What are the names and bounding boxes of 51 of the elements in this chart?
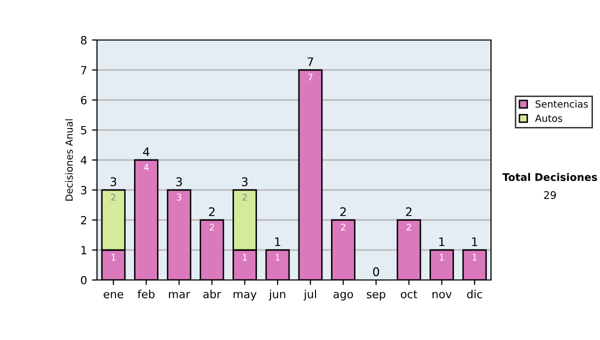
x-tick-label: abr [203, 290, 222, 298]
data-label: 2 [242, 194, 247, 200]
x-tick-label: may [234, 292, 257, 300]
total-label: 0 [373, 267, 380, 276]
total-label: 4 [143, 147, 150, 156]
total-label: 3 [176, 177, 182, 186]
y-tick-label: 6 [80, 96, 87, 104]
text: Total Decisiones [502, 172, 598, 182]
legend-label: Autos [535, 114, 562, 122]
y-tick-label: 5 [81, 126, 86, 134]
x-tick-label: dic [467, 290, 482, 298]
total-label: 3 [242, 177, 248, 186]
x-tick-label: mar [168, 292, 190, 298]
data-label: 4 [144, 164, 149, 170]
total-label: 2 [209, 207, 214, 216]
y-tick-label: 8 [80, 36, 87, 44]
data-label: 1 [112, 254, 116, 260]
x-tick-label: sep [366, 292, 386, 300]
x-tick-label: jun [268, 290, 286, 300]
y-tick-label: 4 [80, 156, 87, 164]
data-label: 7 [308, 74, 313, 80]
data-label: 2 [406, 224, 411, 230]
total-label: 3 [110, 177, 116, 186]
y-tick-label: 0 [80, 276, 87, 284]
total-label: 1 [472, 237, 478, 246]
total-label: 7 [308, 57, 314, 66]
data-label: 1 [242, 254, 247, 260]
x-tick-label: ene [104, 292, 124, 298]
total-label: 2 [340, 207, 346, 216]
total-label: 1 [439, 237, 444, 246]
x-tick-label: ago [334, 292, 353, 300]
legend-label: Sentencias [536, 100, 588, 108]
data-label: 1 [472, 254, 477, 260]
data-label: 3 [176, 194, 182, 201]
data-label: 1 [440, 254, 444, 260]
data-label: 2 [210, 224, 214, 230]
x-tick-label: jul [304, 290, 316, 300]
data-label: 1 [276, 254, 280, 260]
y-tick-label: 1 [81, 246, 86, 254]
total-label: 1 [275, 237, 280, 246]
x-tick-label: feb [138, 290, 155, 298]
y-tick-label: 2 [81, 216, 86, 224]
data-label: 2 [341, 224, 346, 230]
total-label: 2 [406, 207, 412, 216]
y-tick-label: 7 [81, 66, 86, 74]
text: 29 [544, 191, 556, 200]
x-tick-label: nov [432, 292, 452, 298]
y-tick-label: 3 [81, 186, 86, 194]
x-tick-label: oct [400, 290, 418, 298]
y-axis-title: Decisiones Anual [65, 119, 73, 201]
data-label: 2 [111, 194, 116, 200]
